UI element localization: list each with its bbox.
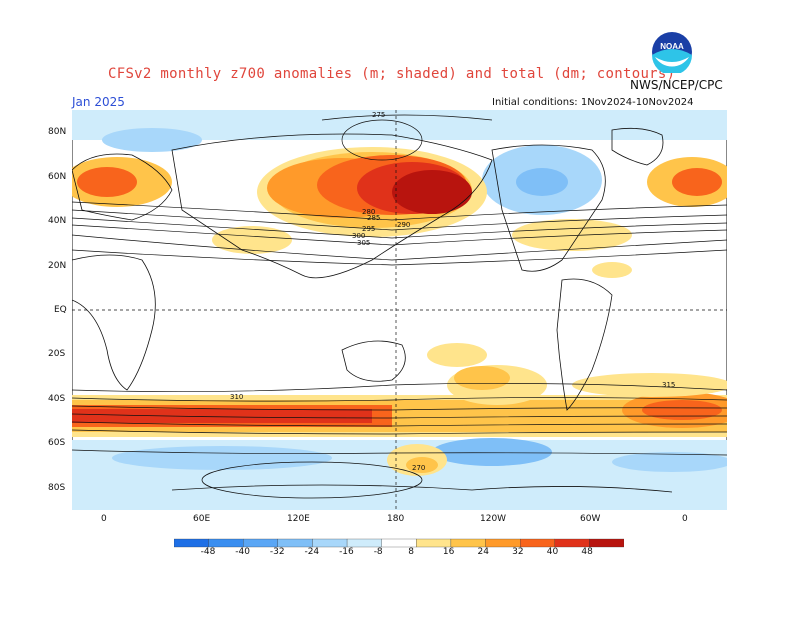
reference-lines: [72, 110, 727, 510]
colorbar-swatch: [208, 538, 244, 548]
contour-label: 295: [362, 225, 375, 233]
colorbar-swatch: [416, 538, 452, 548]
colorbar-label: -16: [339, 547, 354, 557]
shading-northern-positive: [72, 147, 727, 278]
lat-label: 20S: [48, 349, 66, 359]
contour-label: 280: [362, 208, 375, 216]
colorbar-swatch: [589, 538, 624, 548]
lat-label: 40S: [48, 394, 66, 404]
contours: [72, 114, 727, 499]
organization-label: NWS/NCEP/CPC: [630, 78, 723, 92]
colorbar-swatch: [554, 538, 590, 548]
colorbar-swatch: [520, 538, 555, 548]
contour-label: 305: [357, 239, 370, 247]
lat-label: 80N: [48, 127, 67, 137]
lon-label: 0: [101, 514, 107, 524]
lat-label: 80S: [48, 483, 66, 493]
lon-label: 0: [682, 514, 688, 524]
lat-label: 20N: [48, 261, 67, 271]
colorbar-label: 8: [408, 547, 415, 557]
contour-label: 285: [367, 214, 380, 222]
colorbar-label: -8: [373, 547, 383, 557]
colorbar-swatch: [450, 538, 486, 548]
chart-title: CFSv2 monthly z700 anomalies (m; shaded)…: [108, 66, 676, 82]
forecast-month: Jan 2025: [72, 95, 125, 109]
colorbar-label: 24: [477, 547, 489, 557]
shading-antarctic: [72, 438, 727, 510]
colorbar-label: 16: [442, 547, 455, 557]
colorbar-label: -48: [200, 547, 216, 557]
colorbar-label: -32: [269, 547, 285, 557]
contour-label: 300: [352, 232, 365, 240]
anomaly-map: 275 280 285 290 295 300 305 310 315 270: [72, 110, 727, 510]
contour-value-labels: 275 280 285 290 295 300 305 310 315 270: [230, 111, 675, 472]
lon-label: 120E: [287, 514, 310, 524]
lon-label: 120W: [480, 514, 507, 524]
noaa-logo-icon: NOAA: [652, 32, 692, 73]
lon-label: 60E: [193, 514, 211, 524]
lat-label: 40N: [48, 216, 67, 226]
colorbar-label: -40: [235, 547, 250, 557]
contour-label: 290: [397, 221, 410, 229]
lon-label: 180: [387, 514, 405, 524]
colorbar-swatch: [174, 538, 209, 548]
contour-label: 275: [372, 111, 385, 119]
colorbar-swatch: [277, 538, 313, 548]
lon-label: 60W: [580, 514, 601, 524]
colorbar-label: -24: [304, 547, 320, 557]
colorbar-label: 32: [512, 547, 524, 557]
colorbar-swatch: [485, 538, 521, 548]
colorbar-label: 40: [546, 547, 559, 557]
colorbar: [174, 538, 624, 548]
colorbar-swatch: [312, 538, 348, 548]
colorbar-swatch: [243, 538, 278, 548]
svg-text:NOAA: NOAA: [660, 42, 684, 51]
colorbar-swatch: [346, 538, 382, 548]
contour-label: 310: [230, 393, 243, 401]
lat-label: 60S: [48, 438, 66, 448]
contour-label: 315: [662, 381, 675, 389]
lat-label: 60N: [48, 172, 67, 182]
lat-label: EQ: [54, 305, 67, 315]
initial-conditions: Initial conditions: 1Nov2024-10Nov2024: [492, 97, 694, 108]
contour-label: 270: [412, 464, 425, 472]
colorbar-swatch: [381, 538, 417, 548]
coastlines: [72, 127, 673, 493]
colorbar-label: 48: [581, 547, 593, 557]
